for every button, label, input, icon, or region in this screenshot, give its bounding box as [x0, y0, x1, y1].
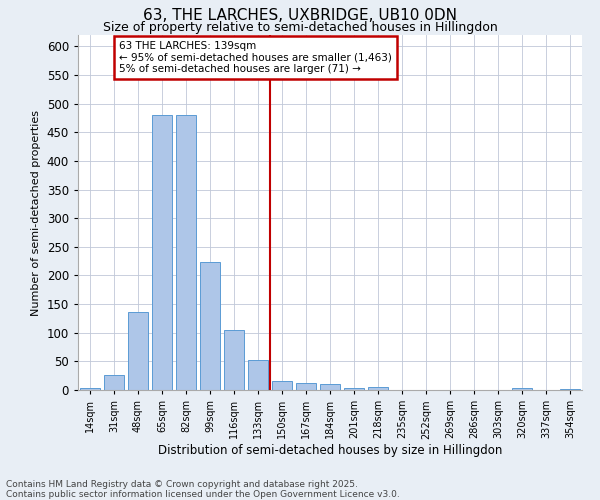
Bar [128, 312, 148, 390]
Bar [152, 114, 172, 390]
Bar [272, 382, 292, 390]
Bar [200, 262, 220, 390]
Bar [512, 388, 532, 390]
Text: Contains HM Land Registry data © Crown copyright and database right 2025.
Contai: Contains HM Land Registry data © Crown c… [6, 480, 400, 499]
Text: 63 THE LARCHES: 139sqm
← 95% of semi-detached houses are smaller (1,463)
5% of s: 63 THE LARCHES: 139sqm ← 95% of semi-det… [119, 40, 392, 74]
Text: 63, THE LARCHES, UXBRIDGE, UB10 0DN: 63, THE LARCHES, UXBRIDGE, UB10 0DN [143, 8, 457, 22]
Bar [296, 382, 316, 390]
Bar [320, 384, 340, 390]
X-axis label: Distribution of semi-detached houses by size in Hillingdon: Distribution of semi-detached houses by … [158, 444, 502, 457]
Y-axis label: Number of semi-detached properties: Number of semi-detached properties [31, 110, 41, 316]
Bar [248, 360, 268, 390]
Bar [176, 114, 196, 390]
Bar [224, 330, 244, 390]
Bar [80, 388, 100, 390]
Bar [368, 387, 388, 390]
Bar [104, 374, 124, 390]
Bar [344, 388, 364, 390]
Text: Size of property relative to semi-detached houses in Hillingdon: Size of property relative to semi-detach… [103, 21, 497, 34]
